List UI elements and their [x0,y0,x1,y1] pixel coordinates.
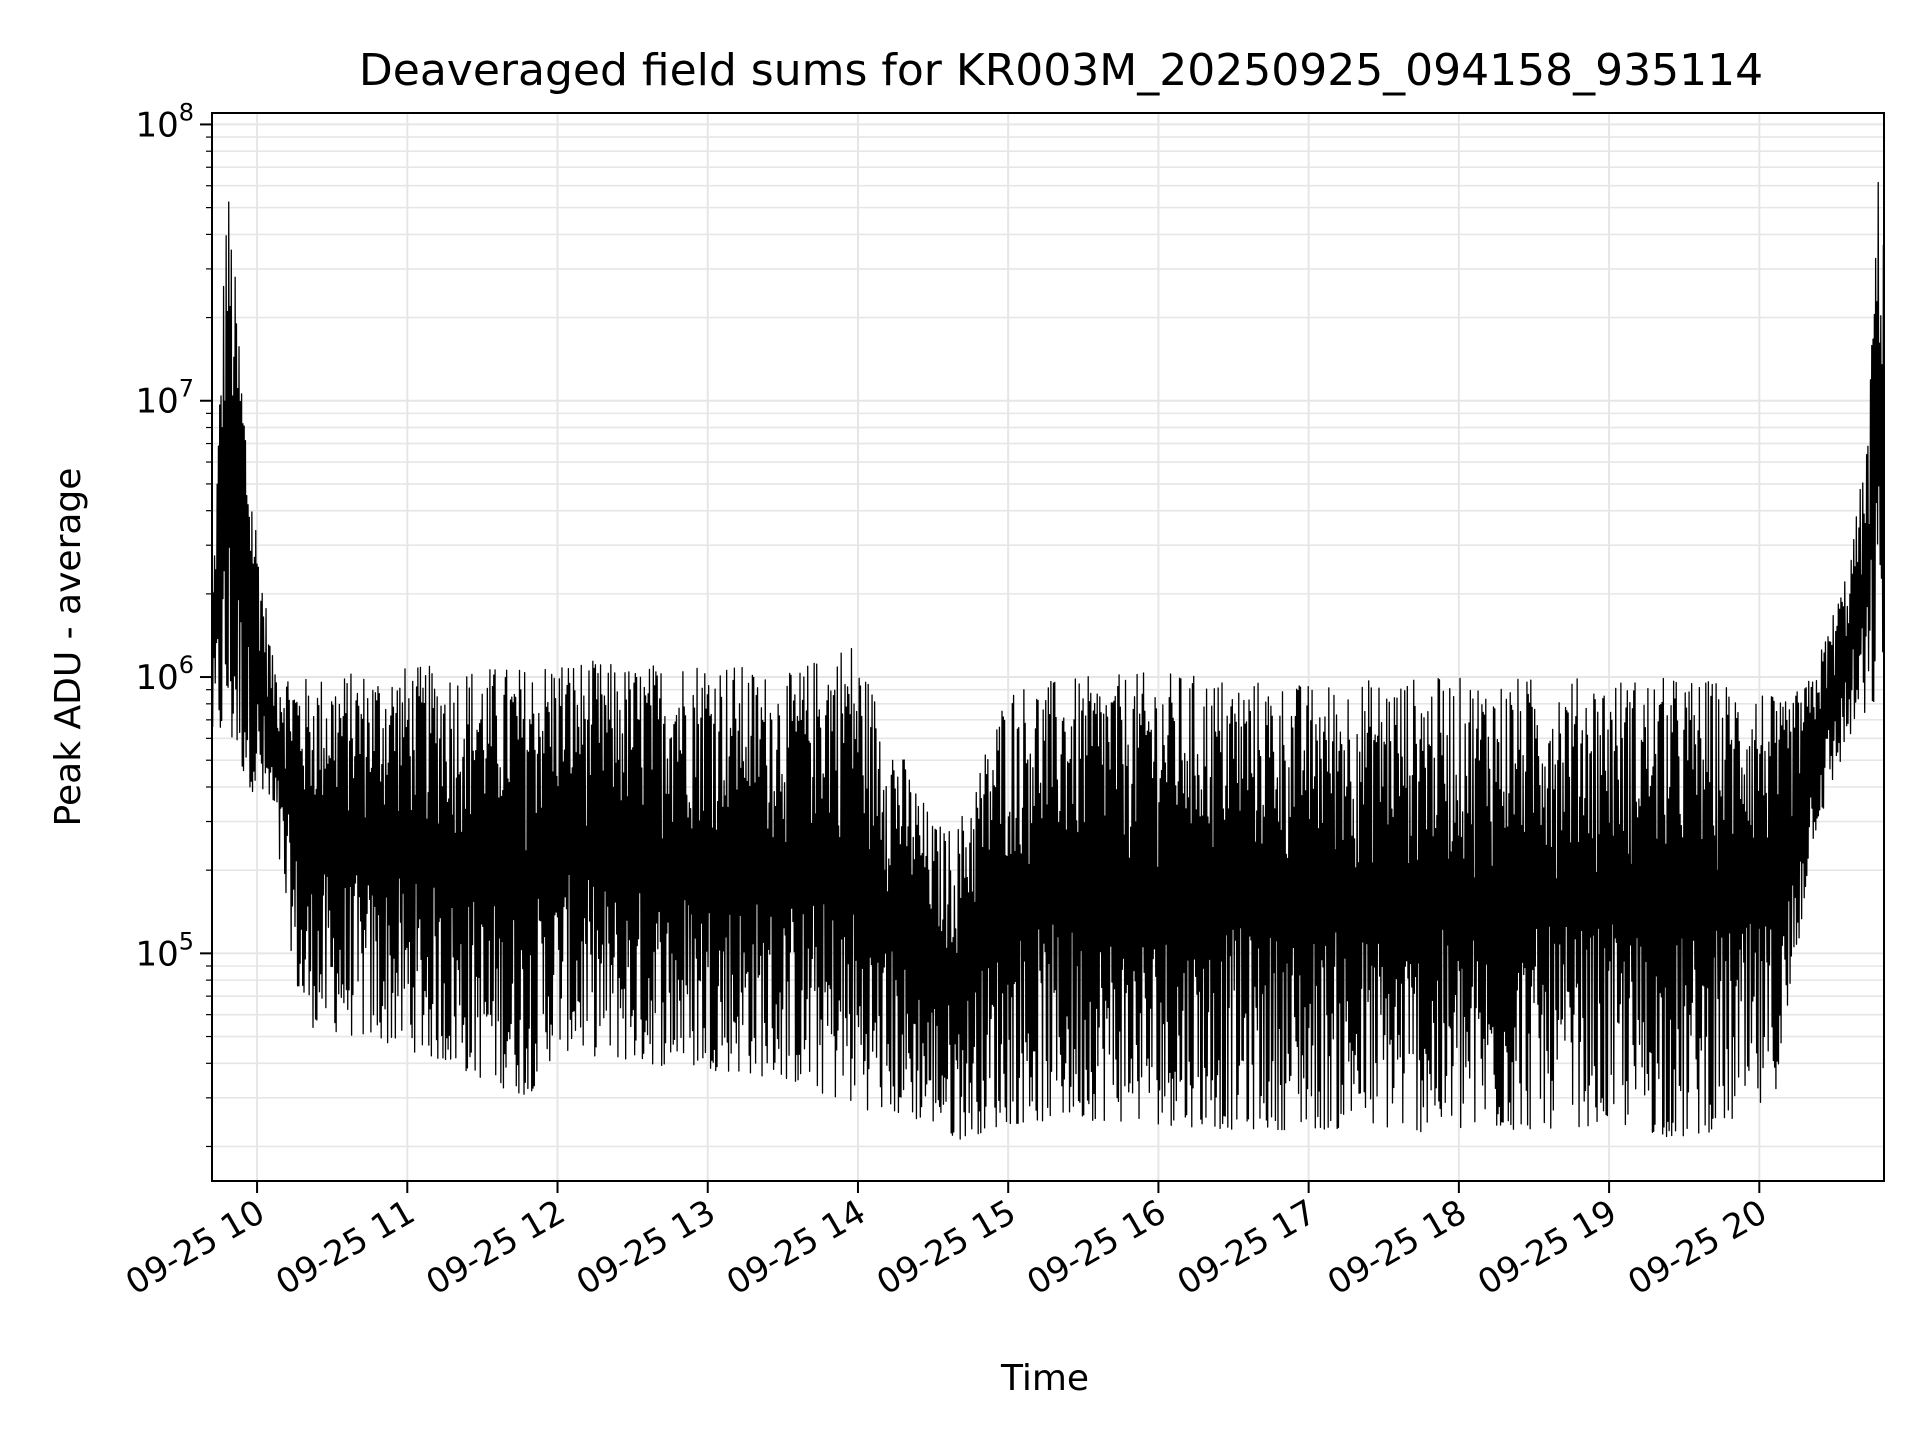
y-tick-label: 105 [135,927,194,974]
y-axis: 105 106 107 108 [135,98,212,1148]
chart-title: Deaveraged field sums for KR003M_2025092… [359,45,1763,96]
series-layer [211,181,1885,1140]
y-tick-label: 108 [135,98,194,145]
x-axis-label: Time [1000,1358,1089,1399]
series-line [211,181,1885,1140]
y-tick-label: 107 [135,375,194,422]
plot-frame [211,112,1885,1182]
y-tick-label: 106 [135,651,194,698]
y-axis-label: Peak ADU - average [48,468,89,827]
